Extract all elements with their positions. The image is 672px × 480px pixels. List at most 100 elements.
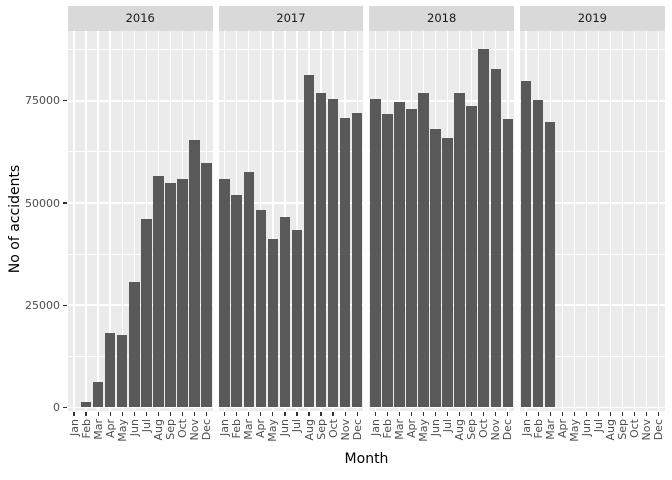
bar-2016-Nov: [189, 140, 200, 408]
x-tick-label-2016-Aug: Aug: [151, 419, 165, 441]
gridline-vertical: [561, 31, 563, 411]
x-tick-mark: [507, 411, 509, 416]
bar-2018-May: [418, 93, 429, 408]
bar-2016-Oct: [177, 179, 188, 408]
x-tick-label-2016-Jan: Jan: [67, 419, 81, 436]
gridline-vertical: [609, 31, 612, 411]
panel-2017: [218, 31, 364, 411]
x-tick-label-2016-Apr: Apr: [103, 419, 117, 439]
x-tick-label-2019-Dec: Dec: [652, 419, 666, 441]
x-tick-label-2017-Nov: Nov: [338, 419, 352, 441]
bar-2018-Sep: [466, 106, 478, 408]
x-tick-mark: [657, 411, 660, 416]
x-tick-label-2016-May: May: [115, 419, 129, 442]
gridline-vertical: [585, 31, 587, 411]
bar-2018-Jul: [442, 137, 453, 408]
x-tick-mark: [109, 411, 111, 416]
bar-2017-Aug: [303, 74, 315, 408]
x-axis-title: Month: [344, 451, 389, 467]
gridline-minor-horizontal: [520, 151, 665, 153]
gridline-minor-horizontal: [520, 49, 665, 51]
panel-2016: [68, 31, 213, 411]
bar-2016-Jun: [128, 281, 140, 408]
x-tick-label-2018-Jul: Jul: [441, 419, 455, 433]
x-tick-label-2018-Apr: Apr: [405, 419, 419, 439]
gridline-major-horizontal: [218, 99, 364, 102]
x-tick-label-2016-Oct: Oct: [175, 419, 189, 439]
gridline-major-horizontal: [520, 304, 665, 307]
gridline-major-horizontal: [218, 202, 364, 204]
x-tick-mark: [260, 411, 262, 416]
x-tick-label-2017-Jan: Jan: [218, 419, 232, 436]
x-tick-label-2016-Jul: Jul: [139, 419, 153, 433]
x-tick-mark: [633, 411, 636, 416]
x-tick-label-2019-Jan: Jan: [519, 419, 533, 436]
bar-2018-Mar: [394, 101, 405, 408]
bar-2016-Apr: [104, 332, 116, 408]
gridline-vertical: [657, 31, 660, 411]
x-tick-label-2017-Jun: Jun: [278, 419, 292, 437]
x-tick-mark: [73, 411, 75, 416]
bar-2016-Dec: [201, 162, 212, 408]
x-tick-mark: [537, 411, 539, 416]
x-tick-label-2016-Jun: Jun: [127, 419, 141, 437]
gridline-minor-horizontal: [68, 355, 213, 357]
x-tick-label-2019-Jun: Jun: [579, 419, 593, 437]
gridline-major-horizontal: [520, 406, 665, 409]
x-tick-label-2019-Apr: Apr: [555, 419, 569, 439]
x-tick-label-2019-May: May: [567, 419, 581, 442]
x-tick-mark: [133, 411, 135, 416]
y-tick-label-50000: 50000: [25, 196, 60, 210]
bar-2016-May: [116, 335, 128, 408]
x-tick-label-2017-Apr: Apr: [254, 419, 268, 439]
x-tick-mark: [236, 411, 238, 416]
x-tick-label-2019-Nov: Nov: [640, 419, 654, 441]
bar-2019-Mar: [544, 122, 556, 408]
gridline-major-horizontal: [68, 304, 213, 307]
x-tick-label-2016-Dec: Dec: [199, 419, 213, 441]
gridline-minor-horizontal: [68, 253, 213, 255]
y-tick-label-0: 0: [53, 401, 60, 414]
x-tick-label-2016-Sep: Sep: [163, 419, 177, 440]
y-tick-mark: [62, 406, 67, 409]
y-tick-label-75000: 75000: [25, 94, 60, 108]
gridline-vertical: [73, 31, 75, 411]
x-tick-label-2017-Aug: Aug: [302, 419, 316, 441]
x-tick-label-2019-Feb: Feb: [531, 419, 545, 439]
bar-2016-Aug: [153, 176, 164, 408]
gridline-major-horizontal: [369, 406, 514, 409]
x-tick-mark: [145, 411, 147, 416]
x-tick-mark: [356, 411, 358, 416]
bar-2016-Sep: [165, 183, 176, 408]
y-tick-mark: [62, 202, 67, 204]
gridline-major-horizontal: [520, 99, 665, 102]
gridline-vertical: [109, 31, 111, 411]
gridline-minor-horizontal: [520, 253, 665, 255]
x-tick-label-2019-Oct: Oct: [627, 419, 641, 439]
x-tick-mark: [398, 411, 401, 416]
gridline-major-horizontal: [218, 304, 364, 307]
gridline-major-horizontal: [68, 202, 213, 204]
x-tick-mark: [181, 411, 183, 416]
x-tick-label-2016-Nov: Nov: [187, 419, 201, 441]
gridline-major-horizontal: [218, 406, 364, 409]
x-tick-label-2018-Feb: Feb: [380, 419, 394, 439]
x-tick-mark: [205, 411, 208, 416]
facet-strip-2019: 2019: [520, 6, 665, 31]
y-tick-mark: [62, 304, 67, 306]
bar-2017-Nov: [339, 118, 351, 408]
gridline-major-horizontal: [68, 99, 213, 102]
bar-2018-Nov: [490, 68, 502, 408]
gridline-major-horizontal: [369, 304, 514, 307]
gridline-major-horizontal: [369, 99, 514, 102]
x-tick-label-2017-Oct: Oct: [326, 419, 340, 439]
gridline-vertical: [597, 31, 600, 411]
x-tick-mark: [597, 411, 599, 416]
bar-2017-Jan: [219, 179, 230, 408]
x-tick-mark: [284, 411, 286, 416]
bar-2017-Apr: [255, 209, 267, 408]
y-axis-title: No of accidents: [7, 164, 23, 274]
gridline-vertical: [97, 31, 99, 411]
panel-2019: [520, 31, 665, 411]
x-tick-mark: [459, 411, 461, 416]
